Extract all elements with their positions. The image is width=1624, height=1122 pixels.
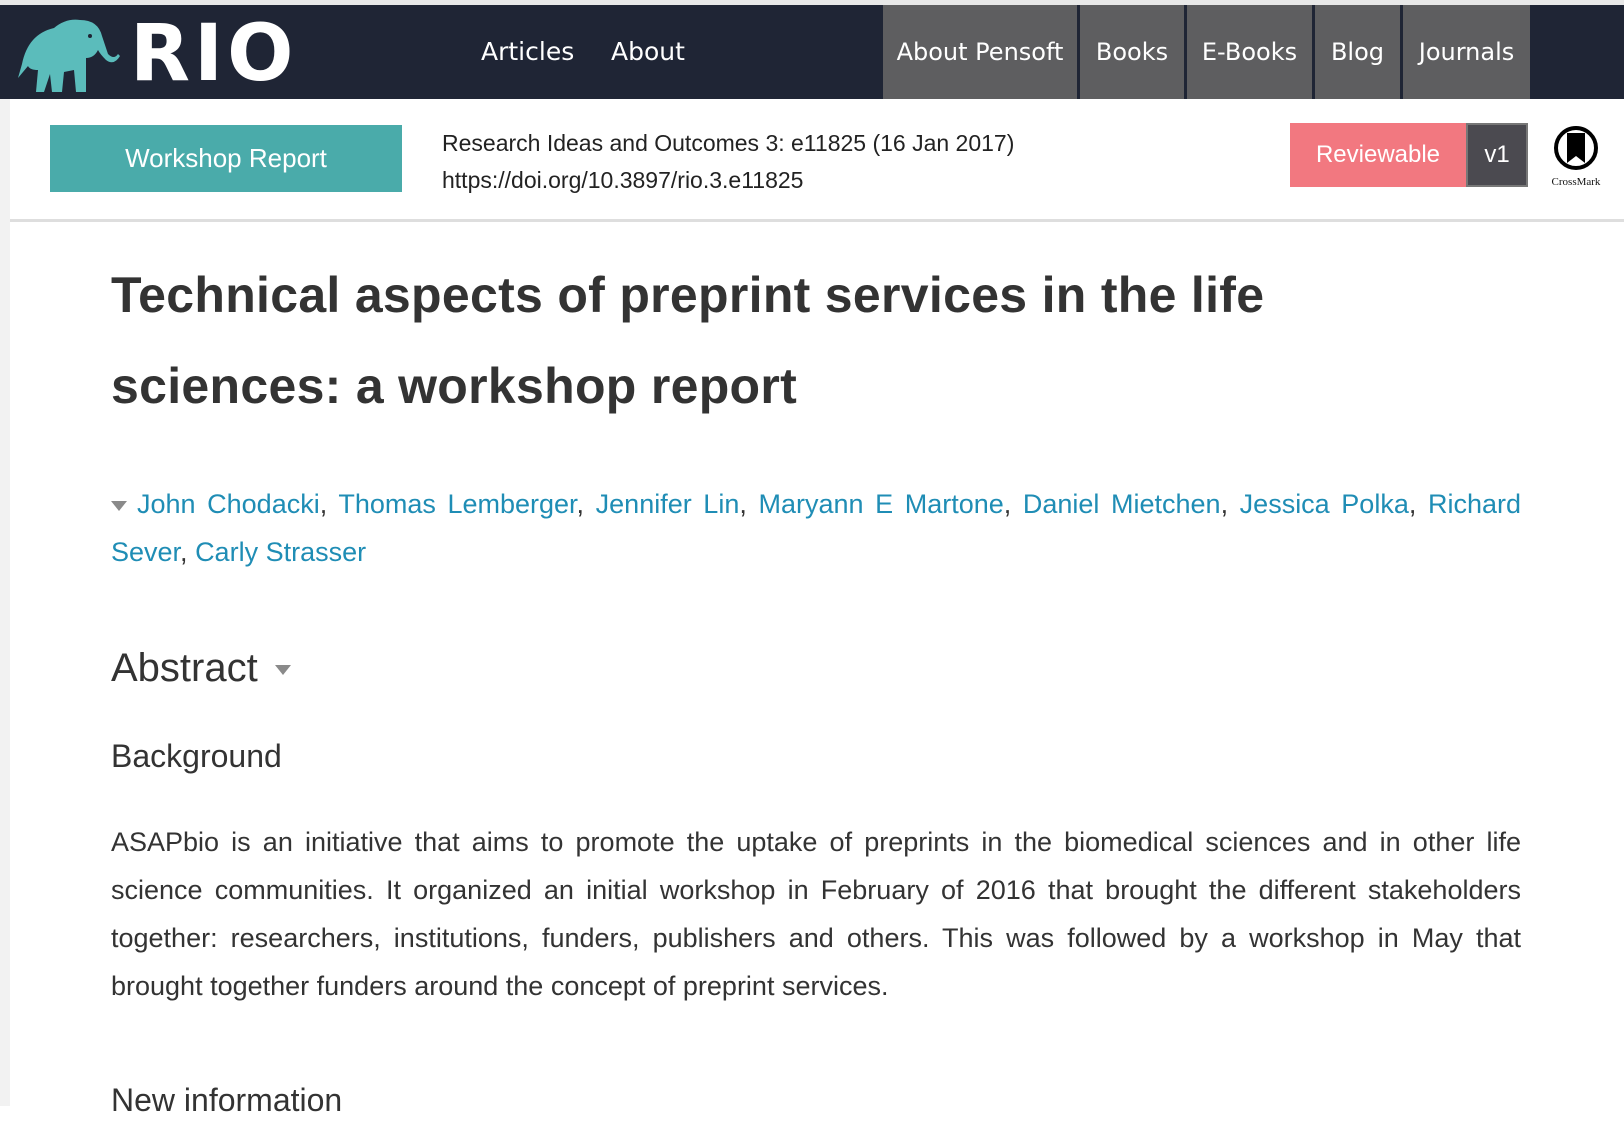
- article-type-badge[interactable]: Workshop Report: [50, 125, 402, 192]
- nav-journals[interactable]: Journals: [1418, 38, 1515, 66]
- logo-text: RIO: [130, 9, 298, 99]
- article-meta: Research Ideas and Outcomes 3: e11825 (1…: [442, 125, 1014, 199]
- abstract-toggle-icon[interactable]: [274, 665, 291, 676]
- abstract-heading[interactable]: Abstract: [111, 642, 1521, 694]
- nav-ebooks[interactable]: E-Books: [1187, 5, 1315, 99]
- background-paragraph: ASAPbio is an initiative that aims to pr…: [111, 827, 1521, 1001]
- authors-toggle-icon[interactable]: [111, 500, 127, 511]
- crossmark-label: CrossMark: [1551, 176, 1601, 188]
- new-information-heading: New information: [111, 1082, 343, 1118]
- author-link[interactable]: Jennifer Lin: [595, 489, 740, 519]
- crossmark-icon: [1554, 126, 1598, 170]
- author-link[interactable]: Carly Strasser: [195, 537, 367, 567]
- author-link[interactable]: Maryann E Martone: [758, 489, 1004, 519]
- author-link[interactable]: Richard Sever: [111, 489, 1521, 567]
- citation: Research Ideas and Outcomes 3: e11825 (1…: [442, 130, 1015, 156]
- article-title: Technical aspects of preprint services i…: [111, 267, 1265, 414]
- top-navbar: RIO Articles About About Pensoft Books E…: [0, 5, 1624, 99]
- nav-articles[interactable]: Articles: [481, 37, 575, 66]
- doi-link[interactable]: https://doi.org/10.3897/rio.3.e11825: [442, 167, 804, 193]
- elephant-icon: [18, 19, 120, 92]
- background-heading: Background: [111, 738, 282, 774]
- author-link[interactable]: Thomas Lemberger: [338, 489, 577, 519]
- version-badge[interactable]: v1: [1466, 123, 1528, 187]
- nav-books[interactable]: Books: [1080, 5, 1187, 99]
- nav-about-pensoft[interactable]: About Pensoft: [883, 5, 1080, 99]
- nav-blog[interactable]: Blog: [1315, 5, 1403, 99]
- pensoft-nav: About Pensoft Books E-Books Blog Journal…: [883, 5, 1530, 99]
- author-link[interactable]: Daniel Mietchen: [1022, 489, 1221, 519]
- author-list: John Chodacki, Thomas Lemberger, Jennife…: [111, 489, 1521, 567]
- crossmark-button[interactable]: CrossMark: [1548, 125, 1604, 188]
- nav-about[interactable]: About: [611, 37, 685, 66]
- article-subheader: Workshop Report Research Ideas and Outco…: [10, 99, 1624, 222]
- browser-edge: [0, 0, 1624, 5]
- abstract-heading-text: Abstract: [111, 646, 258, 690]
- author-link[interactable]: Jessica Polka: [1239, 489, 1409, 519]
- left-gutter: [0, 99, 10, 1106]
- article-content: Technical aspects of preprint services i…: [111, 250, 1521, 1122]
- reviewable-button[interactable]: Reviewable: [1290, 123, 1466, 187]
- rio-logo[interactable]: RIO: [14, 9, 297, 99]
- author-link[interactable]: John Chodacki: [137, 489, 320, 519]
